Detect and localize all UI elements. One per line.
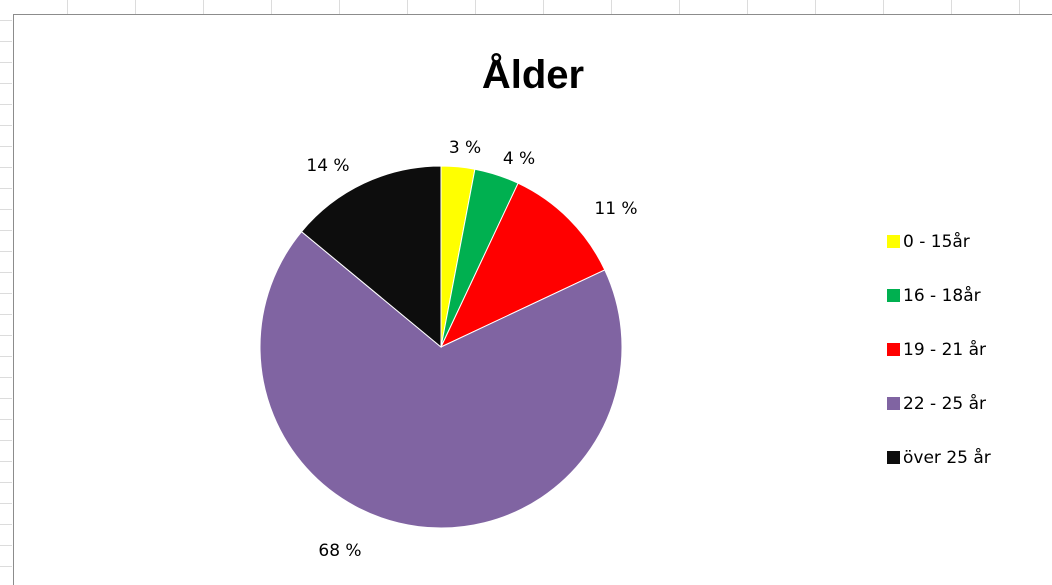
legend-swatch-5	[887, 451, 900, 464]
pie-slice-5[interactable]	[300, 165, 442, 349]
legend-swatch-3	[887, 343, 900, 356]
legend-label-4: 22 - 25 år	[903, 393, 986, 414]
pie-slice-3[interactable]	[439, 182, 606, 349]
legend[interactable]: 0 - 15år 16 - 18år 19 - 21 år 22 - 25 år öve…	[887, 231, 991, 468]
data-label-3: 11 %	[594, 199, 637, 219]
pie-slices	[259, 165, 623, 529]
data-label-4: 68 %	[318, 541, 361, 561]
legend-swatch-4	[887, 397, 900, 410]
legend-swatch-2	[887, 289, 900, 302]
data-label-2: 4 %	[503, 149, 535, 169]
data-label-5: 14 %	[306, 156, 349, 176]
data-label-1: 3 %	[449, 138, 481, 158]
legend-swatch-1	[887, 235, 900, 248]
chart-title: Ålder	[482, 52, 584, 97]
legend-label-5: över 25 år	[903, 447, 991, 468]
data-labels: 3 % 4 % 11 % 68 % 14 %	[306, 138, 637, 561]
legend-label-2: 16 - 18år	[903, 285, 981, 306]
legend-label-3: 19 - 21 år	[903, 339, 986, 360]
pie-slice-4[interactable]	[259, 230, 623, 529]
legend-label-1: 0 - 15år	[903, 231, 970, 252]
